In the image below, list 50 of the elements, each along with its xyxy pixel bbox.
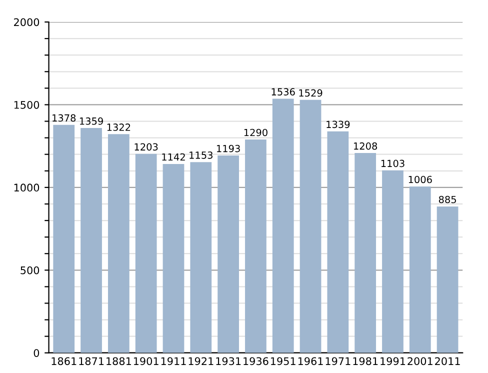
bar (218, 156, 239, 353)
x-tick-label: 1981 (353, 357, 378, 366)
data-label: 1203 (134, 143, 158, 151)
data-label: 1193 (217, 144, 240, 152)
bar (354, 153, 376, 353)
y-tick-label: 1500 (14, 100, 40, 109)
y-tick-label: 500 (20, 266, 40, 274)
bar (53, 124, 75, 353)
data-label: 885 (438, 196, 456, 204)
bar (162, 164, 184, 353)
bar (382, 170, 404, 353)
data-label: 1339 (326, 120, 350, 128)
bar (245, 139, 266, 353)
x-tick-label: 1881 (106, 357, 131, 366)
y-tick-label: 2000 (14, 18, 40, 26)
x-tick-label: 1951 (271, 357, 296, 366)
data-label: 1208 (354, 142, 378, 150)
data-label: 1142 (162, 153, 185, 161)
x-tick-label: 2001 (408, 357, 432, 366)
x-tick-label: 1901 (134, 357, 158, 366)
bar (108, 134, 130, 353)
x-tick-label: 1971 (326, 357, 350, 366)
data-label: 1529 (299, 89, 322, 97)
x-tick-label: 1936 (244, 357, 268, 366)
bar (80, 128, 102, 353)
data-label: 1378 (52, 114, 76, 122)
data-label: 1290 (244, 128, 268, 136)
data-label: 1359 (80, 117, 103, 125)
x-tick-label: 1991 (380, 357, 406, 366)
bar (272, 98, 294, 353)
bar (135, 154, 157, 353)
x-tick-label: 1911 (161, 357, 186, 366)
data-label: 1153 (190, 151, 212, 159)
bar (190, 162, 212, 353)
y-tick-label: 0 (34, 349, 40, 357)
bar (436, 206, 458, 353)
x-tick-label: 1931 (216, 357, 241, 366)
bar (300, 100, 322, 353)
bar (409, 186, 431, 353)
x-tick-label: 1961 (298, 357, 323, 366)
bar (327, 131, 349, 353)
y-tick-label: 1000 (14, 184, 40, 192)
x-tick-label: 1861 (52, 357, 76, 366)
data-label: 1103 (381, 160, 404, 168)
data-label: 1322 (107, 124, 130, 131)
x-tick-label: 2011 (435, 357, 460, 366)
x-tick-label: 1921 (188, 357, 214, 366)
x-tick-label: 1871 (79, 357, 104, 366)
data-label: 1006 (408, 176, 432, 184)
data-label: 1536 (272, 88, 295, 96)
